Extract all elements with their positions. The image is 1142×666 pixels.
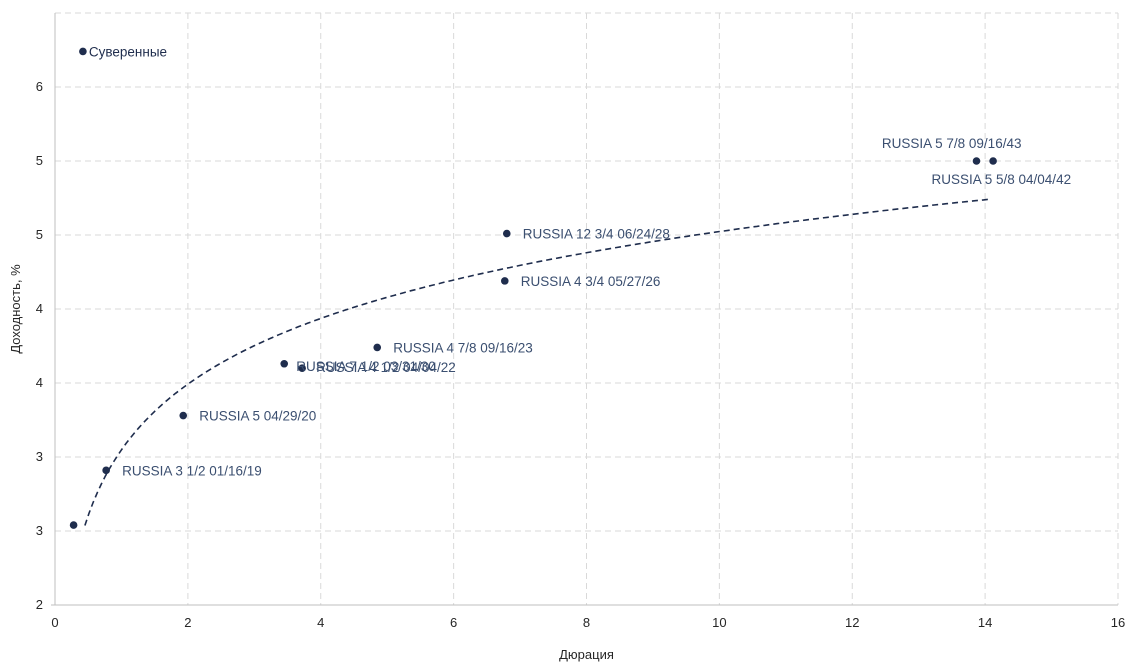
- x-tick-label: 14: [978, 615, 992, 630]
- data-point: [502, 229, 511, 238]
- y-tick-label: 6: [36, 79, 43, 94]
- data-point-label: RUSSIA 7 1/2 03/31/30: [296, 359, 436, 374]
- x-tick-label: 16: [1111, 615, 1125, 630]
- y-tick-label: 4: [36, 301, 43, 316]
- data-point-label: RUSSIA 5 04/29/20: [199, 409, 316, 424]
- data-point-label: RUSSIA 5 7/8 09/16/43: [882, 136, 1022, 151]
- data-point-label: RUSSIA 3 1/2 01/16/19: [122, 463, 262, 478]
- y-tick-label: 5: [36, 153, 43, 168]
- x-tick-label: 6: [450, 615, 457, 630]
- data-point-label: RUSSIA 4 1/2 04/04/22: [316, 360, 456, 375]
- y-tick-label: 5: [36, 227, 43, 242]
- y-tick-label: 2: [36, 597, 43, 612]
- data-points: RUSSIA 3 1/2 01/16/19 RUSSIA 5 04/29/20 RU…: [69, 136, 1071, 529]
- data-point-label: RUSSIA 4 3/4 05/27/26: [521, 274, 661, 289]
- data-point: [500, 277, 509, 285]
- data-point: [373, 343, 382, 352]
- x-tick-label: 12: [845, 615, 859, 630]
- data-point: [179, 411, 188, 420]
- y-tick-label: 3: [36, 523, 43, 538]
- x-tick-label: 2: [184, 615, 191, 630]
- data-point: [280, 359, 289, 368]
- trend-line: [84, 198, 992, 526]
- x-axis-ticks: 0 2 4 6 8 10 12 14 16: [51, 615, 1125, 630]
- grid-lines: [55, 12, 1119, 605]
- data-point-label: RUSSIA 12 3/4 06/24/28: [523, 227, 670, 242]
- data-point: [298, 364, 306, 373]
- x-tick-label: 0: [51, 615, 58, 630]
- series-point: [79, 47, 87, 56]
- data-point-label: RUSSIA 5 5/8 04/04/42: [931, 172, 1071, 187]
- x-tick-label: 10: [712, 615, 726, 630]
- data-point: [69, 521, 78, 529]
- y-axis-title: Доходность, %: [8, 264, 23, 354]
- x-axis-title: Дюрация: [559, 647, 614, 662]
- data-point: [102, 466, 110, 475]
- series-name-label: Суверенные: [89, 44, 167, 59]
- data-point: [989, 157, 997, 165]
- series-points: Суверенные: [79, 44, 167, 59]
- y-tick-label: 4: [36, 375, 43, 390]
- data-point-label: RUSSIA 4 7/8 09/16/23: [393, 340, 533, 355]
- y-tick-label: 3: [36, 449, 43, 464]
- data-point: [972, 157, 981, 165]
- y-axis-ticks: 2 3 3 4 4 5 5 6: [36, 79, 55, 612]
- x-tick-label: 8: [583, 615, 590, 630]
- x-tick-label: 4: [317, 615, 324, 630]
- axes: [54, 13, 1118, 606]
